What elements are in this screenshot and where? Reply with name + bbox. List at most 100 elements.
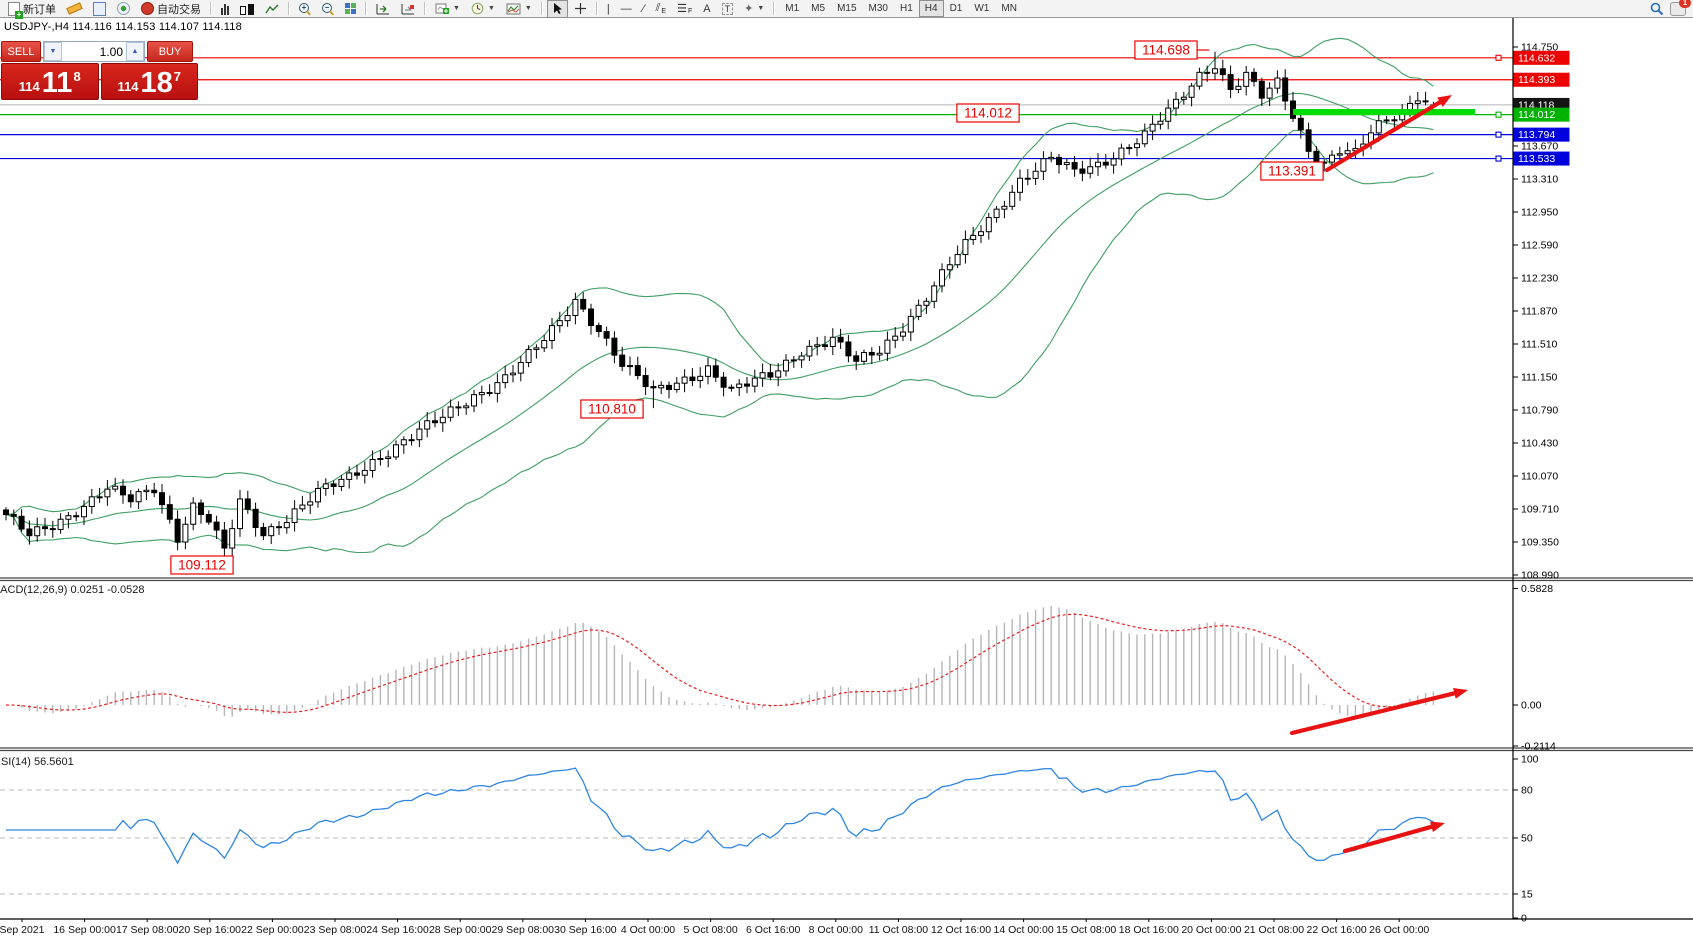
buy-button[interactable]: BUY: [147, 41, 193, 62]
toolbar-separator: [424, 2, 426, 15]
svg-text:114.632: 114.632: [1518, 52, 1555, 64]
auto-trading-button[interactable]: 自动交易: [136, 0, 206, 18]
zoom-out-icon: −: [322, 2, 334, 15]
svg-text:-0.2114: -0.2114: [1521, 741, 1556, 753]
svg-text:0.00: 0.00: [1521, 700, 1542, 712]
vertical-line-button[interactable]: |: [602, 0, 615, 18]
highlighter-button[interactable]: [62, 0, 87, 18]
svg-text:110.810: 110.810: [588, 402, 636, 417]
auto-scroll-button[interactable]: [396, 0, 420, 18]
trendline-button[interactable]: ∕: [638, 0, 650, 18]
channel-icon: ⫽: [655, 2, 661, 14]
toolbar-separator: [288, 2, 290, 15]
volume-increase-button[interactable]: ▲: [126, 42, 144, 61]
ask-price-box[interactable]: 114 18 7: [100, 63, 198, 100]
template-button[interactable]: ▼: [501, 0, 537, 18]
arrows-tool-icon: ✦: [744, 3, 754, 15]
cursor-icon: [553, 3, 562, 14]
equidistant-channel-button[interactable]: ⫽ E: [651, 0, 672, 18]
text-tool-icon: A: [703, 2, 711, 15]
zoom-out-button[interactable]: −: [317, 0, 339, 18]
svg-text:15: 15: [1521, 889, 1533, 901]
svg-text:20 Sep 16:00: 20 Sep 16:00: [179, 924, 242, 936]
svg-text:113.310: 113.310: [1521, 174, 1558, 186]
clock-icon: [471, 2, 484, 15]
svg-text:MACD(12,26,9) 0.0251 -0.0528: MACD(12,26,9) 0.0251 -0.0528: [0, 584, 144, 596]
ask-pip: 7: [173, 69, 181, 84]
svg-text:14 Oct 00:00: 14 Oct 00:00: [994, 924, 1054, 936]
new-order-button[interactable]: + 新订单: [3, 0, 61, 19]
svg-text:21 Oct 08:00: 21 Oct 08:00: [1244, 924, 1304, 936]
timeframe-m1[interactable]: M1: [785, 3, 800, 14]
svg-text:22 Sep 00:00: 22 Sep 00:00: [241, 924, 304, 936]
svg-text:30 Sep 16:00: 30 Sep 16:00: [554, 924, 617, 936]
fibonacci-icon: ☰: [677, 3, 687, 15]
svg-text:109.710: 109.710: [1521, 504, 1559, 516]
crosshair-button[interactable]: [569, 0, 592, 18]
svg-text:110.070: 110.070: [1521, 471, 1558, 483]
periods-button[interactable]: ▼: [466, 0, 500, 18]
svg-text:11 Oct 08:00: 11 Oct 08:00: [869, 924, 929, 936]
svg-text:114.012: 114.012: [1518, 109, 1555, 121]
timeframe-h1[interactable]: H1: [899, 3, 913, 14]
bar-chart-button[interactable]: [216, 0, 234, 18]
fibonacci-button[interactable]: ☰ F: [672, 0, 697, 18]
cursor-button[interactable]: [546, 0, 568, 18]
svg-text:20 Oct 00:00: 20 Oct 00:00: [1181, 924, 1241, 936]
bid-main: 11: [41, 67, 73, 99]
svg-text:110.430: 110.430: [1521, 438, 1558, 450]
horizontal-line-button[interactable]: —: [616, 0, 637, 18]
signal-button[interactable]: [112, 0, 135, 18]
timeframe-d1[interactable]: D1: [949, 3, 963, 14]
vertical-line-icon: |: [606, 2, 610, 15]
fibo-letter: F: [687, 8, 693, 15]
svg-text:18 Oct 16:00: 18 Oct 16:00: [1119, 924, 1179, 936]
channel-letter: E: [661, 8, 667, 15]
svg-text:80: 80: [1521, 785, 1533, 797]
new-order-label: 新订单: [23, 3, 56, 16]
svg-text:6 Oct 16:00: 6 Oct 16:00: [746, 924, 800, 936]
chart-shift-icon: [376, 3, 389, 14]
chevron-down-icon: ▼: [487, 5, 495, 12]
timeframe-m5[interactable]: M5: [811, 3, 826, 14]
timeframe-w1[interactable]: W1: [974, 3, 990, 14]
svg-text:12 Oct 16:00: 12 Oct 16:00: [931, 924, 991, 936]
chart-shift-button[interactable]: [371, 0, 395, 18]
line-chart-button[interactable]: [260, 0, 284, 18]
text-label-button[interactable]: T: [717, 0, 739, 18]
text-tool-button[interactable]: A: [698, 0, 715, 18]
timeframe-mn[interactable]: MN: [1001, 3, 1017, 14]
toolbar-separator: [595, 2, 598, 15]
zoom-in-button[interactable]: +: [294, 0, 316, 18]
toolbar-right: 1: [1650, 0, 1691, 16]
svg-text:114.698: 114.698: [1142, 43, 1190, 58]
trendline-icon: ∕: [642, 2, 645, 15]
bid-price-box[interactable]: 114 11 8: [1, 63, 99, 100]
svg-text:RSI(14) 56.5601: RSI(14) 56.5601: [0, 756, 74, 768]
timeframe-m30[interactable]: M30: [868, 3, 888, 14]
volume-decrease-button[interactable]: ▼: [44, 42, 62, 61]
notifications-button[interactable]: 1: [1670, 0, 1691, 16]
svg-text:108.990: 108.990: [1521, 570, 1559, 582]
new-chart-button[interactable]: ▼: [430, 0, 465, 18]
arrows-tool-button[interactable]: ✦ ▼: [739, 0, 769, 18]
volume-input[interactable]: [62, 42, 126, 61]
sell-button[interactable]: SELL: [1, 41, 41, 62]
highlighter-icon: [66, 2, 83, 15]
timeframe-bar: M1 M5 M15 M30 H1 H4 D1 W1 MN: [779, 0, 1023, 17]
svg-text:17 Sep 08:00: 17 Sep 08:00: [116, 924, 179, 936]
candlestick-chart-button[interactable]: [235, 0, 259, 18]
svg-text:114.393: 114.393: [1518, 74, 1555, 86]
chevron-down-icon: ▼: [757, 5, 765, 12]
crosshair-icon: [574, 3, 586, 14]
depth-of-market-button[interactable]: [88, 0, 111, 18]
timeframe-h4[interactable]: H4: [918, 0, 944, 17]
timeframe-m15[interactable]: M15: [837, 3, 857, 14]
ask-prefix: 114: [117, 79, 139, 94]
svg-text:111.870: 111.870: [1521, 306, 1558, 318]
tile-windows-button[interactable]: [340, 0, 361, 18]
svg-text:113.670: 113.670: [1521, 140, 1558, 152]
depth-of-market-icon: [93, 1, 106, 16]
search-icon[interactable]: [1650, 2, 1664, 16]
